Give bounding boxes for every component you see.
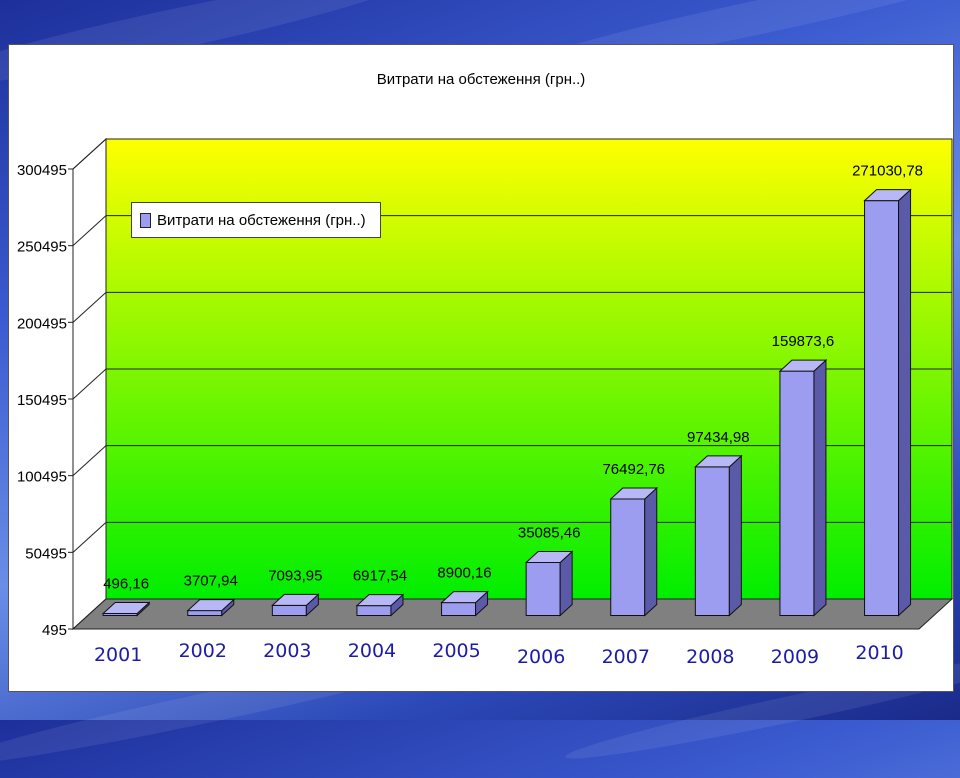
bar-top xyxy=(778,359,828,372)
gridline-depth xyxy=(72,138,107,170)
gridline-depth xyxy=(72,291,107,323)
chart-title: Витрати на обстеження (грн..) xyxy=(376,71,586,88)
data-label: 35085,46 xyxy=(518,524,581,541)
bar-top xyxy=(524,550,574,563)
bar-chart: 495 50495 100495 150495 200495 250495 300495 49… xyxy=(17,137,953,668)
x-tick-label: 2003 xyxy=(263,640,311,662)
data-label: 3707,94 xyxy=(184,573,238,590)
bar xyxy=(864,200,900,616)
data-label: 76492,76 xyxy=(602,461,665,478)
bar xyxy=(610,498,646,616)
gridline-depth xyxy=(72,445,107,477)
x-tick-label: 2007 xyxy=(602,646,650,668)
y-tick-label: 250495 xyxy=(17,239,67,256)
data-label: 7093,95 xyxy=(268,567,322,584)
y-tick-label: 150495 xyxy=(17,392,67,409)
x-tick-label: 2009 xyxy=(771,646,819,668)
data-label: 8900,16 xyxy=(437,565,491,582)
data-label: 97434,98 xyxy=(687,429,750,446)
bar xyxy=(187,610,223,616)
bar xyxy=(356,605,392,616)
data-label: 271030,78 xyxy=(852,163,923,180)
x-tick-label: 2002 xyxy=(179,640,227,662)
bar-side xyxy=(898,188,912,617)
chart-frame: 495 50495 100495 150495 200495 250495 300495 49… xyxy=(8,44,954,692)
bar-side xyxy=(728,454,742,617)
bar-top xyxy=(355,594,405,607)
bar xyxy=(694,466,730,616)
x-tick-label: 2006 xyxy=(517,646,565,668)
data-label: 6917,54 xyxy=(353,568,407,585)
bar-side xyxy=(813,358,827,617)
bar-top xyxy=(694,455,743,468)
bar xyxy=(271,604,307,616)
gridline-depth xyxy=(72,521,107,553)
x-tick-label: 2008 xyxy=(686,646,734,668)
bar-top xyxy=(271,593,320,606)
bar xyxy=(779,370,815,616)
x-tick-label: 2010 xyxy=(855,642,903,664)
x-tick-label: 2004 xyxy=(348,640,396,662)
y-tick-label: 200495 xyxy=(17,315,67,332)
legend-swatch xyxy=(140,212,151,228)
y-tick-label: 300495 xyxy=(17,162,67,179)
bar-side xyxy=(644,486,658,617)
bar xyxy=(525,561,561,617)
bar-top xyxy=(863,189,912,202)
legend-label: Витрати на обстеження (грн..) xyxy=(157,211,366,229)
x-tick-label: 2005 xyxy=(432,640,480,662)
x-tick-label: 2001 xyxy=(94,644,142,666)
bar-top xyxy=(101,602,151,614)
gridline-depth xyxy=(72,368,107,400)
y-tick-label: 100495 xyxy=(17,469,67,486)
bar-top xyxy=(186,599,236,612)
bar-top xyxy=(609,487,659,500)
gridline-depth xyxy=(72,215,107,247)
data-label: 159873,6 xyxy=(772,333,835,350)
y-tick-label: 495 xyxy=(42,622,67,639)
bar xyxy=(441,602,477,616)
y-tick-label: 50495 xyxy=(25,545,67,562)
bar-top xyxy=(440,591,489,604)
chart-legend: Витрати на обстеження (грн..) xyxy=(131,202,381,238)
data-label: 496,16 xyxy=(103,576,149,593)
